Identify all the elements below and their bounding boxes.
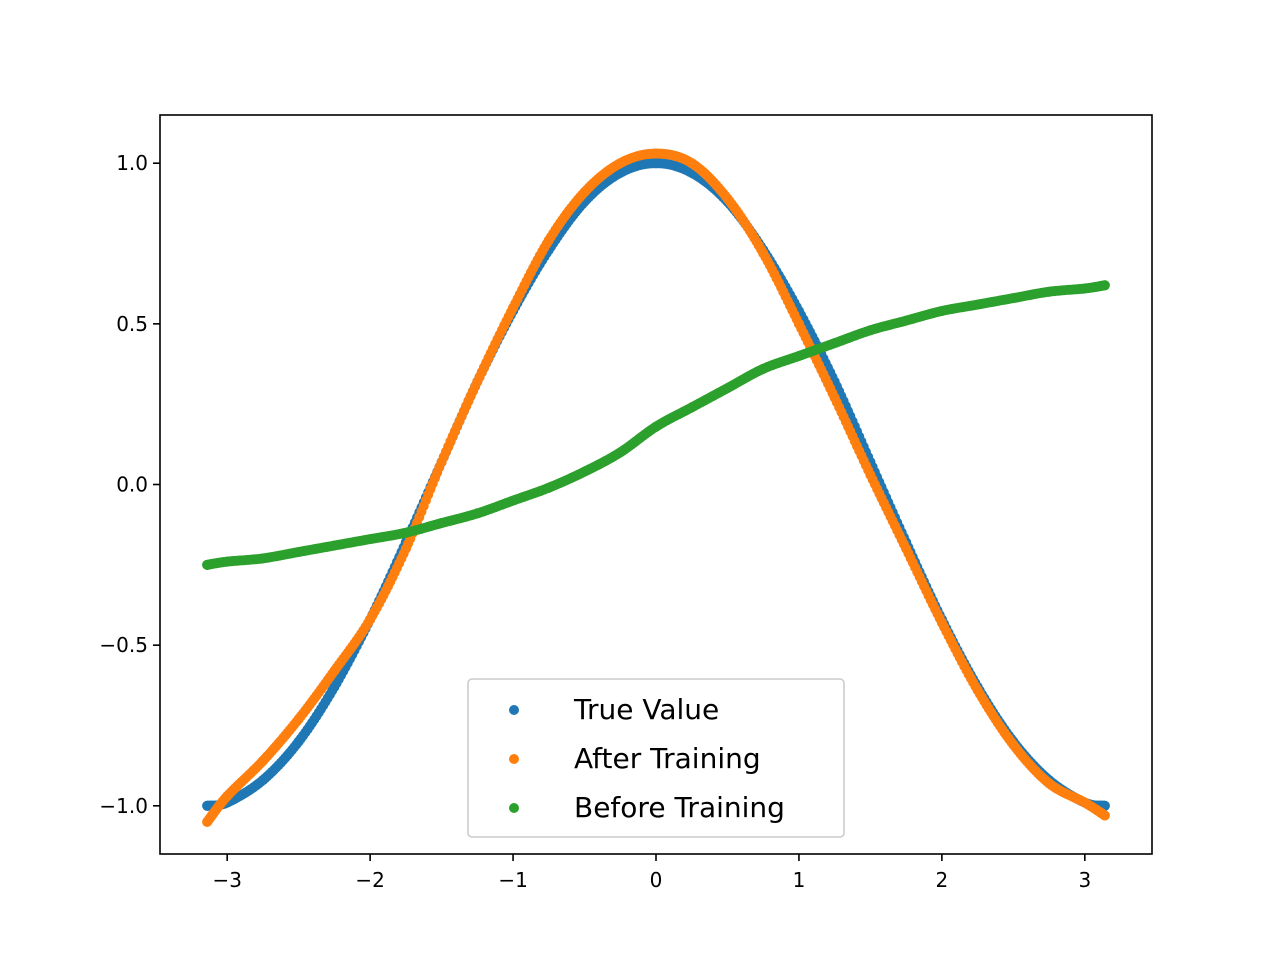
series-2 bbox=[202, 148, 1110, 827]
series-3-dot bbox=[1099, 280, 1110, 291]
legend-frame bbox=[467, 678, 845, 838]
legend-label: Before Training bbox=[574, 791, 785, 824]
legend-label: After Training bbox=[574, 742, 761, 775]
legend-marker bbox=[509, 754, 519, 764]
y-axis: −1.0 −0.5 0.0 0.5 1.0 bbox=[99, 151, 160, 818]
x-tick-label: −3 bbox=[212, 868, 241, 892]
x-axis: −3 −2 −1 0 1 2 3 bbox=[212, 854, 1091, 892]
legend-marker bbox=[509, 803, 519, 813]
x-tick-label: 0 bbox=[650, 868, 663, 892]
legend-marker bbox=[509, 705, 519, 715]
x-tick-label: −2 bbox=[355, 868, 384, 892]
y-tick-label: 1.0 bbox=[116, 151, 148, 175]
series-3 bbox=[202, 280, 1110, 570]
x-tick-label: −1 bbox=[498, 868, 527, 892]
y-tick-label: 0.5 bbox=[116, 312, 148, 336]
x-tick-label: 1 bbox=[793, 868, 806, 892]
legend-label: True Value bbox=[573, 693, 719, 726]
series-2-dot bbox=[1099, 810, 1110, 821]
x-tick-label: 3 bbox=[1078, 868, 1091, 892]
y-tick-label: 0.0 bbox=[116, 473, 148, 497]
legend-items: True Value After Training Before Training bbox=[509, 693, 785, 824]
x-tick-label: 2 bbox=[936, 868, 949, 892]
series-layer bbox=[202, 148, 1110, 827]
y-tick-label: −1.0 bbox=[99, 794, 148, 818]
legend: True Value After Training Before Training bbox=[467, 678, 845, 838]
y-tick-label: −0.5 bbox=[99, 633, 148, 657]
